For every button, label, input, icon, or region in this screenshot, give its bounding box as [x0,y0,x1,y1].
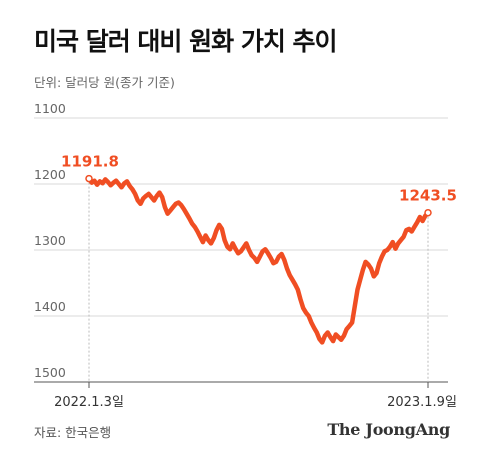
x-tick-label-end: 2023.1.9일 [387,395,457,410]
start-value-label: 1191.8 [61,153,119,171]
end-value-label: 1243.5 [399,187,457,205]
source-label: 자료: 한국은행 [34,425,112,440]
start-point-marker [85,174,93,183]
publisher-logo: The JoongAng [327,420,450,439]
y-tick-label: 1500 [34,365,66,380]
unit-label: 단위: 달러당 원(종가 기준) [34,75,175,90]
y-tick-label: 1300 [34,233,66,248]
x-tick-label-start: 2022.1.3일 [54,395,124,410]
y-tick-label: 1100 [34,101,66,116]
series-line [86,176,431,345]
end-point-marker [424,208,432,217]
y-tick-label: 1400 [34,299,66,314]
y-tick-label: 1200 [34,167,66,182]
chart-title: 미국 달러 대비 원화 가치 추이 [34,27,338,56]
